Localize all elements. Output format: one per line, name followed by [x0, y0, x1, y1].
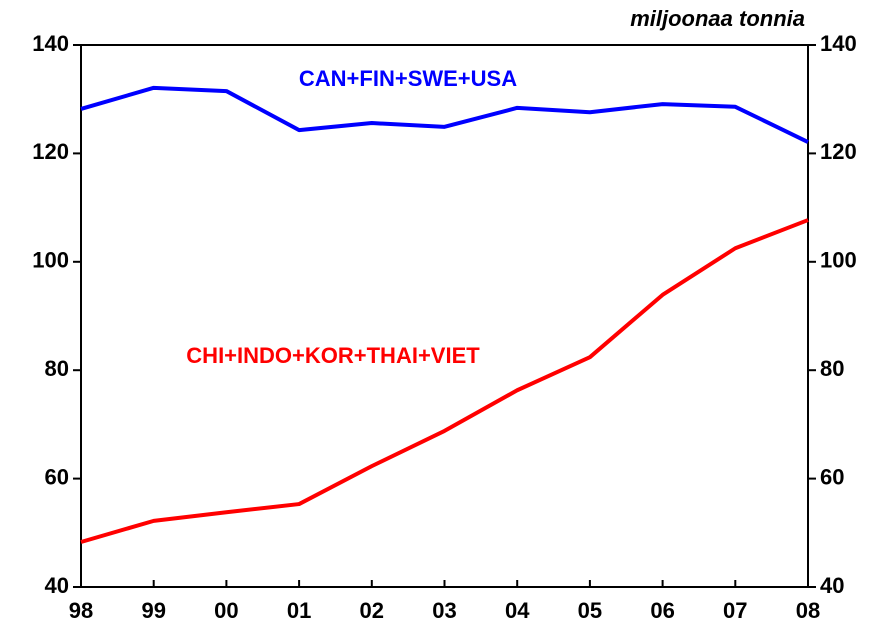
- series-label: CHI+INDO+KOR+THAI+VIET: [186, 343, 480, 368]
- x-tick-label: 02: [360, 598, 384, 623]
- x-tick-label: 04: [505, 598, 530, 623]
- x-tick-label: 03: [432, 598, 456, 623]
- x-tick-label: 98: [69, 598, 93, 623]
- unit-label: miljoonaa tonnia: [630, 6, 805, 31]
- x-tick-label: 99: [141, 598, 165, 623]
- y-tick-label: 80: [45, 356, 69, 381]
- series-label: CAN+FIN+SWE+USA: [299, 66, 517, 91]
- x-tick-label: 05: [578, 598, 602, 623]
- y2-tick-label: 80: [820, 356, 844, 381]
- x-tick-label: 08: [796, 598, 820, 623]
- x-tick-label: 01: [287, 598, 311, 623]
- x-tick-label: 06: [650, 598, 674, 623]
- y-tick-label: 60: [45, 464, 69, 489]
- y2-tick-label: 100: [820, 248, 857, 273]
- x-tick-label: 00: [214, 598, 238, 623]
- x-tick-label: 07: [723, 598, 747, 623]
- y2-tick-label: 40: [820, 573, 844, 598]
- y2-tick-label: 60: [820, 464, 844, 489]
- y-tick-label: 120: [32, 139, 69, 164]
- y-tick-label: 40: [45, 573, 69, 598]
- y2-tick-label: 120: [820, 139, 857, 164]
- y-tick-label: 140: [32, 31, 69, 56]
- y2-tick-label: 140: [820, 31, 857, 56]
- series-line: [80, 85, 809, 144]
- series-line: [80, 218, 809, 544]
- y-tick-label: 100: [32, 248, 69, 273]
